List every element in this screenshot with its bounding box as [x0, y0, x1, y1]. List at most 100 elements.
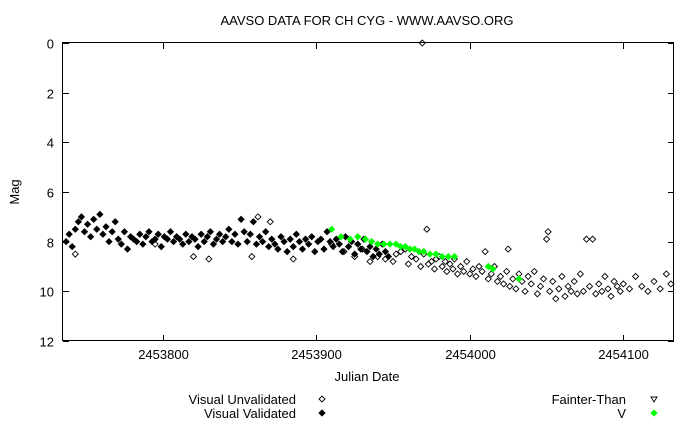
data-point: [410, 245, 419, 253]
data-point: [197, 230, 205, 238]
data-point: [412, 255, 420, 263]
x-tick-label: 2454100: [598, 347, 649, 362]
data-point: [438, 262, 446, 271]
data-point: [443, 267, 451, 276]
data-point: [363, 247, 371, 256]
data-point: [96, 210, 104, 218]
data-point: [139, 240, 147, 248]
data-point: [206, 228, 215, 236]
data-point: [438, 252, 446, 261]
data-point: [308, 233, 316, 241]
y-tick-label: 0: [47, 37, 54, 52]
x-axis: 2453800 2453900 2454000 2454100: [138, 43, 649, 362]
data-point: [228, 238, 236, 246]
data-points: [62, 39, 675, 303]
data-point: [163, 235, 172, 243]
data-point: [74, 218, 82, 226]
data-point: [205, 255, 213, 263]
data-point: [475, 262, 483, 271]
data-point: [249, 218, 257, 226]
data-point: [357, 245, 365, 253]
data-point: [536, 282, 545, 291]
data-point: [389, 257, 397, 266]
data-point: [252, 240, 261, 248]
data-point: [423, 225, 431, 233]
x-tick-label: 2453900: [291, 347, 342, 362]
data-point: [295, 238, 304, 246]
data-point: [329, 242, 337, 251]
data-point: [616, 287, 624, 295]
data-point: [337, 233, 345, 241]
data-point: [426, 250, 434, 258]
data-point: [142, 233, 150, 241]
data-point: [576, 270, 584, 278]
y-tick-label: 4: [47, 136, 54, 151]
data-point: [271, 240, 279, 248]
data-point: [166, 228, 175, 236]
data-point: [169, 238, 178, 246]
data-point: [509, 275, 517, 283]
data-point: [401, 242, 409, 251]
data-point: [588, 235, 597, 243]
data-point: [384, 252, 393, 261]
data-point: [71, 250, 79, 258]
data-point: [304, 240, 313, 248]
data-point: [298, 245, 307, 253]
data-point: [354, 233, 362, 241]
data-point: [65, 230, 73, 238]
data-point: [83, 220, 92, 228]
legend-marker: [318, 409, 326, 417]
data-point: [503, 267, 511, 276]
data-point: [209, 240, 218, 248]
data-point: [136, 230, 144, 238]
data-point: [542, 235, 551, 243]
data-point: [301, 235, 310, 243]
data-point: [472, 272, 480, 281]
data-point: [427, 257, 436, 266]
data-point: [289, 242, 297, 251]
data-point: [262, 228, 270, 236]
data-point: [656, 285, 664, 293]
data-point: [133, 238, 141, 246]
data-point: [280, 238, 288, 246]
data-point: [417, 262, 425, 271]
data-point: [432, 250, 440, 258]
legend-label: Visual Validated: [204, 406, 296, 421]
data-point: [582, 235, 591, 243]
data-point: [552, 295, 560, 303]
data-point: [117, 240, 125, 248]
y-tick-label: 10: [40, 285, 54, 300]
data-point: [610, 277, 618, 286]
x-tick-label: 2453800: [138, 347, 189, 362]
data-point: [351, 250, 359, 258]
data-point: [323, 228, 331, 236]
data-point: [631, 272, 640, 281]
data-point: [504, 245, 512, 253]
data-point: [527, 280, 535, 288]
data-point: [549, 277, 557, 286]
data-point: [219, 238, 227, 246]
data-point: [392, 250, 400, 258]
data-point: [200, 238, 208, 246]
data-point: [154, 230, 162, 238]
data-point: [326, 238, 334, 246]
data-point: [662, 270, 670, 278]
data-point: [105, 238, 113, 246]
legend-label: Visual Unvalidated: [189, 392, 296, 407]
data-point: [380, 240, 388, 248]
y-axis-label: Mag: [7, 179, 22, 204]
chart-title: AAVSO DATA FOR CH CYG - WWW.AAVSO.ORG: [220, 13, 513, 28]
data-point: [496, 272, 505, 281]
data-point: [185, 238, 193, 246]
data-point: [240, 228, 248, 236]
data-point: [567, 287, 575, 295]
data-point: [650, 277, 658, 286]
data-point: [374, 240, 382, 248]
data-point: [478, 267, 486, 276]
data-point: [258, 238, 267, 246]
data-point: [381, 247, 390, 256]
data-point: [386, 240, 394, 248]
data-point: [68, 242, 76, 251]
